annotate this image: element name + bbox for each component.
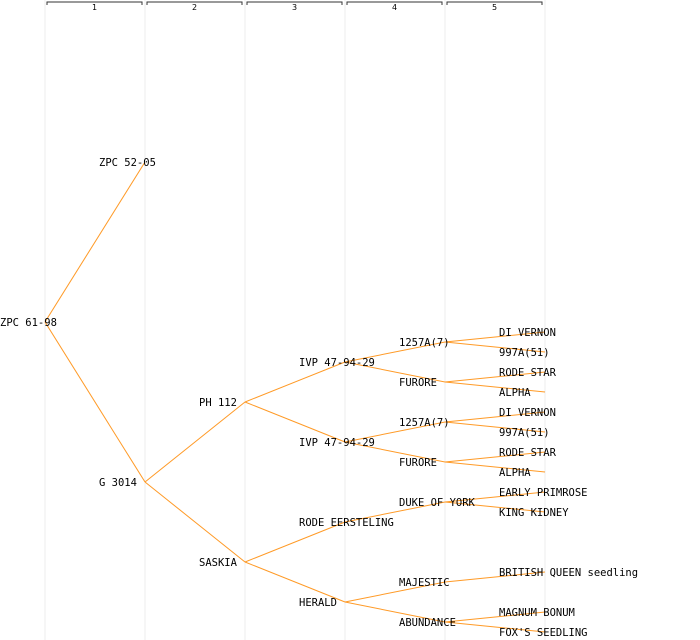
tree-node-label: IVP 47-94-29 xyxy=(299,437,375,449)
tree-node-label: ALPHA xyxy=(499,467,531,479)
column-header-label: 4 xyxy=(392,3,397,12)
tree-edge xyxy=(344,421,446,443)
column-header-label: 2 xyxy=(192,3,197,12)
tree-labels: ZPC 61-98 ZPC 52-05 G 3014 PH 112 IVP 47-94-… xyxy=(0,157,638,639)
column-headers: 1 2 3 4 5 xyxy=(46,1,543,12)
tree-node-label: ALPHA xyxy=(499,387,531,399)
tree-edge xyxy=(444,621,546,633)
tree-edge xyxy=(144,481,246,563)
tree-node-label: ZPC 52-05 xyxy=(99,157,156,169)
column-header-label: 1 xyxy=(92,3,97,12)
tree-node-label: 997A(51) xyxy=(499,347,550,359)
tree-node-label: 1257A(7) xyxy=(399,417,450,429)
tree-edge xyxy=(144,401,246,483)
tree-edge xyxy=(444,331,546,343)
tree-edge xyxy=(444,461,546,473)
tree-edges xyxy=(44,161,546,633)
tree-node-label: EARLY PRIMROSE xyxy=(499,487,588,499)
tree-node-label: HERALD xyxy=(299,597,337,609)
tree-node-label: KING KIDNEY xyxy=(499,507,569,519)
tree-edge xyxy=(344,361,446,383)
tree-edge xyxy=(444,571,546,583)
tree-edge xyxy=(444,381,546,393)
column-bracket xyxy=(346,1,443,5)
tree-node-label: DI VERNON xyxy=(499,327,556,339)
tree-node-label: DI VERNON xyxy=(499,407,556,419)
tree-node-label: MAGNUM BONUM xyxy=(499,607,575,619)
tree-edge xyxy=(444,611,546,623)
tree-edge xyxy=(44,321,146,483)
tree-edge xyxy=(344,341,446,363)
tree-node-label: RODE EERSTELING xyxy=(299,517,394,529)
tree-edge xyxy=(444,411,546,423)
tree-edge xyxy=(244,521,346,563)
tree-edge xyxy=(444,491,546,503)
tree-edge xyxy=(244,361,346,403)
tree-edge xyxy=(344,601,446,623)
tree-node-label: G 3014 xyxy=(99,477,137,489)
tree-node-label: FURORE xyxy=(399,457,437,469)
tree-node-label: PH 112 xyxy=(199,397,237,409)
column-grid xyxy=(44,0,546,640)
tree-node-label: FOX'S SEEDLING xyxy=(499,627,588,639)
tree-node-label: ZPC 61-98 xyxy=(0,317,57,329)
tree-edge xyxy=(444,451,546,463)
tree-edge xyxy=(344,441,446,463)
tree-node-label: BRITISH QUEEN seedling xyxy=(499,567,638,579)
tree-edge xyxy=(344,581,446,603)
tree-node-label: FURORE xyxy=(399,377,437,389)
tree-node-label: RODE STAR xyxy=(499,447,557,459)
tree-node-label: RODE STAR xyxy=(499,367,557,379)
tree-node-label: ABUNDANCE xyxy=(399,617,456,629)
tree-edge xyxy=(344,501,446,523)
tree-node-label: MAJESTIC xyxy=(399,577,450,589)
tree-node-label: SASKIA xyxy=(199,557,238,569)
tree-edge xyxy=(44,161,146,323)
tree-edge xyxy=(444,371,546,383)
column-bracket xyxy=(46,1,143,5)
tree-edge xyxy=(244,401,346,443)
column-bracket xyxy=(146,1,243,5)
tree-edge xyxy=(444,501,546,513)
tree-edge xyxy=(444,421,546,433)
tree-node-label: DUKE OF YORK xyxy=(399,497,476,509)
column-header-label: 5 xyxy=(492,3,497,12)
tree-node-label: 997A(51) xyxy=(499,427,550,439)
column-header-label: 3 xyxy=(292,3,297,12)
tree-node-label: IVP 47-94-29 xyxy=(299,357,375,369)
tree-edge xyxy=(444,341,546,353)
tree-edge xyxy=(244,561,346,603)
tree-node-label: 1257A(7) xyxy=(399,337,450,349)
column-bracket xyxy=(446,1,543,5)
column-bracket xyxy=(246,1,343,5)
